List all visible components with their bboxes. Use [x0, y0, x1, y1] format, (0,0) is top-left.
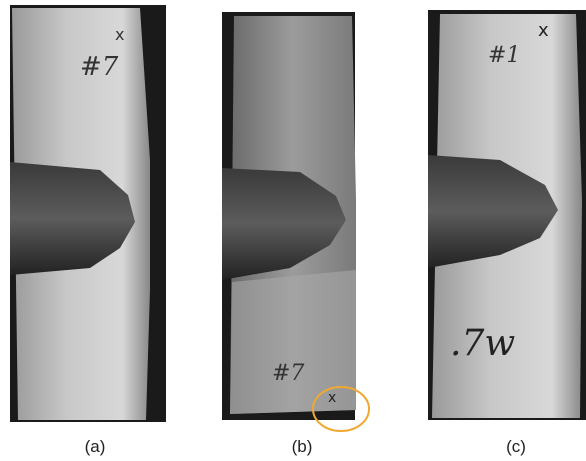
caption: (c): [506, 437, 526, 456]
caption: (a): [85, 437, 106, 456]
photo-b: #7 x: [222, 12, 369, 431]
handwriting: x: [115, 25, 124, 44]
handwriting: #7: [80, 52, 119, 82]
handwriting: x: [328, 390, 336, 406]
caption: (b): [292, 437, 313, 456]
photo-a: #7 x: [10, 5, 166, 422]
handwriting: .7w: [450, 323, 515, 364]
figure: #7 x #7 x #1 x .7w (a) (b) (c): [0, 0, 586, 461]
handwriting: #1: [488, 43, 520, 68]
handwriting: x: [538, 20, 549, 41]
handwriting: #7: [272, 361, 304, 386]
photo-c: #1 x .7w: [428, 10, 586, 420]
